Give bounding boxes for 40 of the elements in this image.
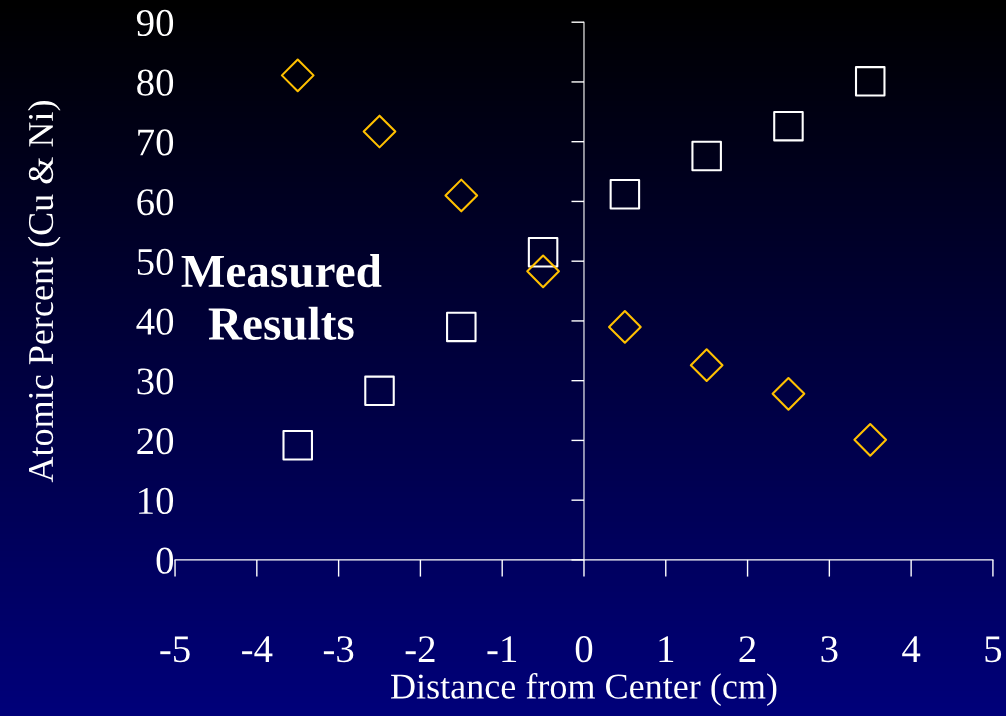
y-tick-label: 30 xyxy=(137,368,174,395)
y-axis-title: Atomic Percent (Cu & Ni) xyxy=(27,101,61,483)
point xyxy=(280,58,315,93)
y-tick-label: 0 xyxy=(156,547,174,574)
x-axis-title: Distance from Center (cm) xyxy=(391,672,777,707)
x-tick-label: -5 xyxy=(160,636,190,663)
y-tick-label: 10 xyxy=(139,487,174,515)
y-tick-label: 20 xyxy=(137,428,174,455)
x-tick-label: 0 xyxy=(575,636,593,663)
point xyxy=(282,429,313,461)
x-tick-label: -4 xyxy=(242,636,273,662)
point xyxy=(444,178,479,213)
annotation: Measured Results xyxy=(181,254,382,341)
x-tick-label: 5 xyxy=(985,636,1002,663)
x-tick-label: -3 xyxy=(323,636,354,663)
point xyxy=(853,422,888,457)
x-tick-label: -2 xyxy=(405,636,435,662)
y-tick-label: 40 xyxy=(136,308,174,335)
y-tick-label: 80 xyxy=(137,69,174,96)
point xyxy=(527,236,559,268)
x-tick-label: 4 xyxy=(902,636,921,662)
y-tick-label: 50 xyxy=(137,248,174,276)
point xyxy=(608,310,642,344)
y-tick-label: 60 xyxy=(137,189,174,216)
x-tick-label: 3 xyxy=(821,636,838,663)
point xyxy=(526,254,560,289)
point xyxy=(609,178,641,210)
point xyxy=(689,348,724,383)
point xyxy=(364,375,395,407)
x-tick-label: 1 xyxy=(659,636,674,662)
point xyxy=(362,114,397,149)
point xyxy=(771,376,806,411)
x-tick-label: -1 xyxy=(487,636,517,662)
x-tick-label: 2 xyxy=(739,636,756,662)
point xyxy=(446,311,477,343)
point xyxy=(691,140,722,172)
point xyxy=(773,110,804,142)
y-tick-label: 90 xyxy=(136,9,174,37)
point xyxy=(854,66,886,97)
y-tick-label: 70 xyxy=(138,129,174,156)
